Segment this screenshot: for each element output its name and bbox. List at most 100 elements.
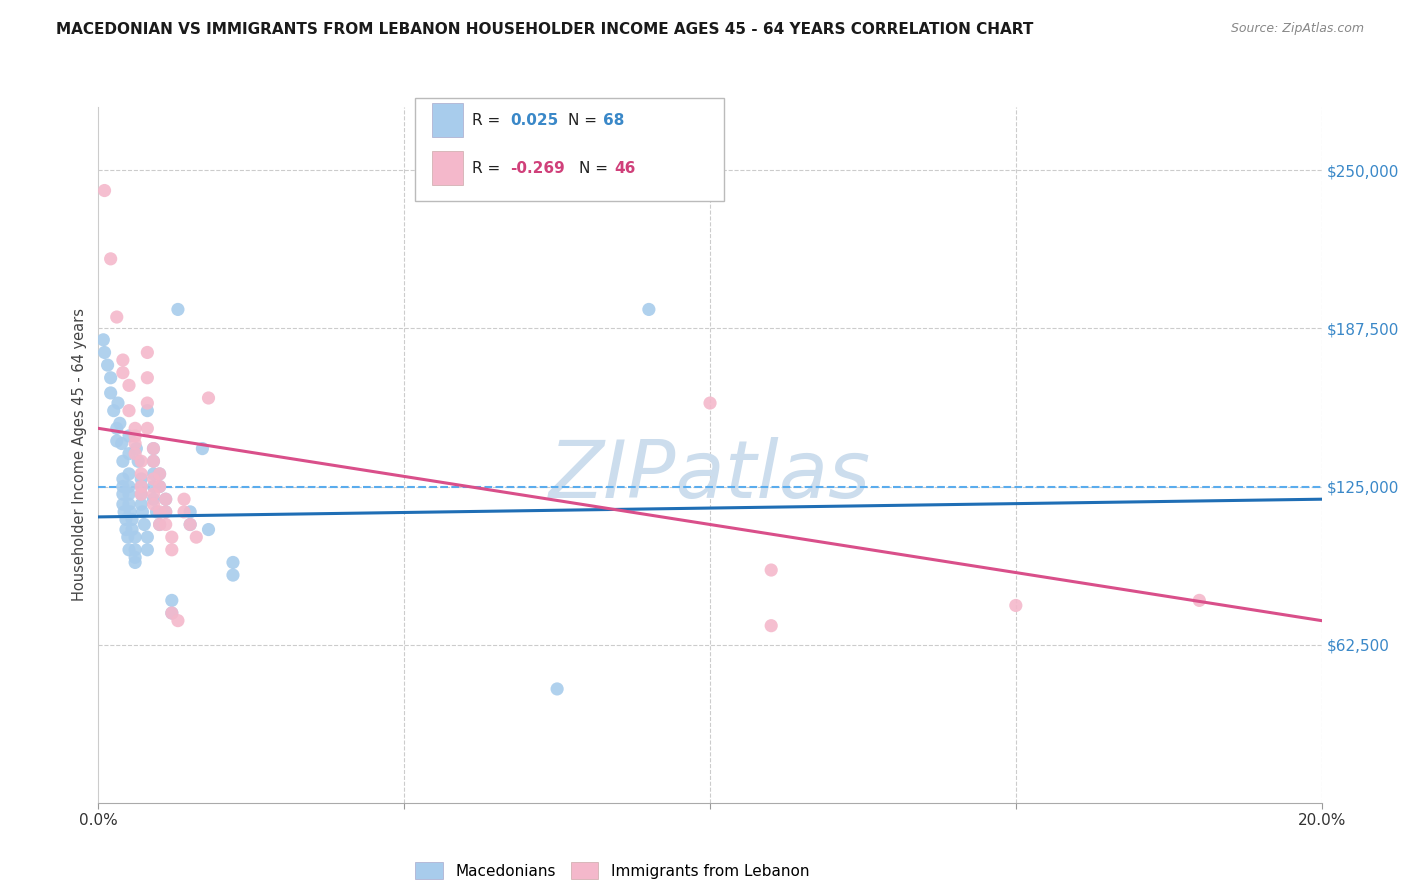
Point — [100, 386, 122, 401]
Point — [129, 487, 152, 501]
Point — [136, 542, 159, 557]
Point — [115, 523, 138, 537]
Point — [155, 505, 177, 519]
Point — [103, 403, 125, 417]
Point — [111, 353, 134, 368]
Point — [160, 593, 183, 607]
Point — [129, 454, 152, 468]
Text: N =: N = — [568, 112, 602, 128]
Point — [124, 421, 146, 435]
Point — [145, 505, 167, 519]
Text: R =: R = — [472, 112, 506, 128]
Point — [197, 523, 219, 537]
Point — [129, 487, 152, 501]
Point — [118, 542, 141, 557]
Point — [111, 487, 134, 501]
Point — [134, 517, 156, 532]
Text: ZIPatlas: ZIPatlas — [548, 437, 872, 515]
Point — [142, 479, 165, 493]
Point — [149, 467, 172, 481]
Point — [136, 345, 159, 359]
Point — [173, 505, 195, 519]
Point — [546, 681, 568, 696]
Point — [124, 447, 146, 461]
Point — [173, 492, 195, 507]
Point — [155, 517, 177, 532]
Point — [699, 396, 721, 410]
Point — [124, 530, 146, 544]
Point — [100, 252, 122, 266]
Point — [93, 184, 115, 198]
Point — [222, 556, 245, 570]
Point — [118, 447, 141, 461]
Point — [160, 530, 183, 544]
Point — [124, 542, 146, 557]
Text: 0.025: 0.025 — [510, 112, 558, 128]
Point — [136, 421, 159, 435]
Point — [149, 517, 172, 532]
Point — [142, 442, 165, 456]
Point — [637, 302, 661, 317]
Point — [131, 505, 153, 519]
Point — [91, 333, 114, 347]
Point — [1004, 599, 1026, 613]
Point — [160, 542, 183, 557]
Point — [129, 479, 152, 493]
Point — [111, 479, 134, 493]
Text: -0.269: -0.269 — [510, 161, 565, 176]
Point — [149, 505, 172, 519]
Point — [149, 467, 172, 481]
Point — [142, 454, 165, 468]
Point — [125, 442, 148, 456]
Point — [136, 530, 159, 544]
Point — [118, 429, 141, 443]
Point — [124, 436, 146, 450]
Point — [149, 517, 172, 532]
Text: 68: 68 — [603, 112, 624, 128]
Point — [111, 454, 134, 468]
Point — [191, 442, 214, 456]
Point — [118, 467, 141, 481]
Point — [118, 497, 141, 511]
Text: Source: ZipAtlas.com: Source: ZipAtlas.com — [1230, 22, 1364, 36]
Legend: Macedonians, Immigrants from Lebanon: Macedonians, Immigrants from Lebanon — [409, 855, 815, 886]
Point — [115, 512, 138, 526]
Point — [167, 614, 190, 628]
Point — [142, 487, 165, 501]
Point — [121, 512, 143, 526]
Point — [142, 467, 165, 481]
Point — [129, 472, 152, 486]
Point — [179, 505, 201, 519]
Point — [142, 442, 165, 456]
Point — [118, 487, 141, 501]
Point — [93, 345, 115, 359]
Point — [136, 396, 159, 410]
Point — [120, 505, 142, 519]
Point — [117, 530, 139, 544]
Point — [142, 454, 165, 468]
Point — [759, 618, 782, 632]
Point — [118, 403, 141, 417]
Point — [167, 302, 190, 317]
Point — [118, 378, 141, 392]
Point — [136, 403, 159, 417]
Point — [124, 429, 146, 443]
Point — [149, 479, 172, 493]
Point — [160, 606, 183, 620]
Point — [149, 479, 172, 493]
Point — [118, 479, 141, 493]
Point — [111, 436, 134, 450]
Point — [124, 550, 146, 565]
Point — [100, 370, 122, 384]
Point — [108, 417, 131, 431]
Point — [129, 467, 152, 481]
Point — [179, 517, 201, 532]
Point — [1188, 593, 1211, 607]
Point — [155, 505, 177, 519]
Point — [124, 556, 146, 570]
Point — [142, 472, 165, 486]
Point — [186, 530, 208, 544]
Point — [155, 492, 177, 507]
Point — [107, 396, 129, 410]
Point — [142, 492, 165, 507]
